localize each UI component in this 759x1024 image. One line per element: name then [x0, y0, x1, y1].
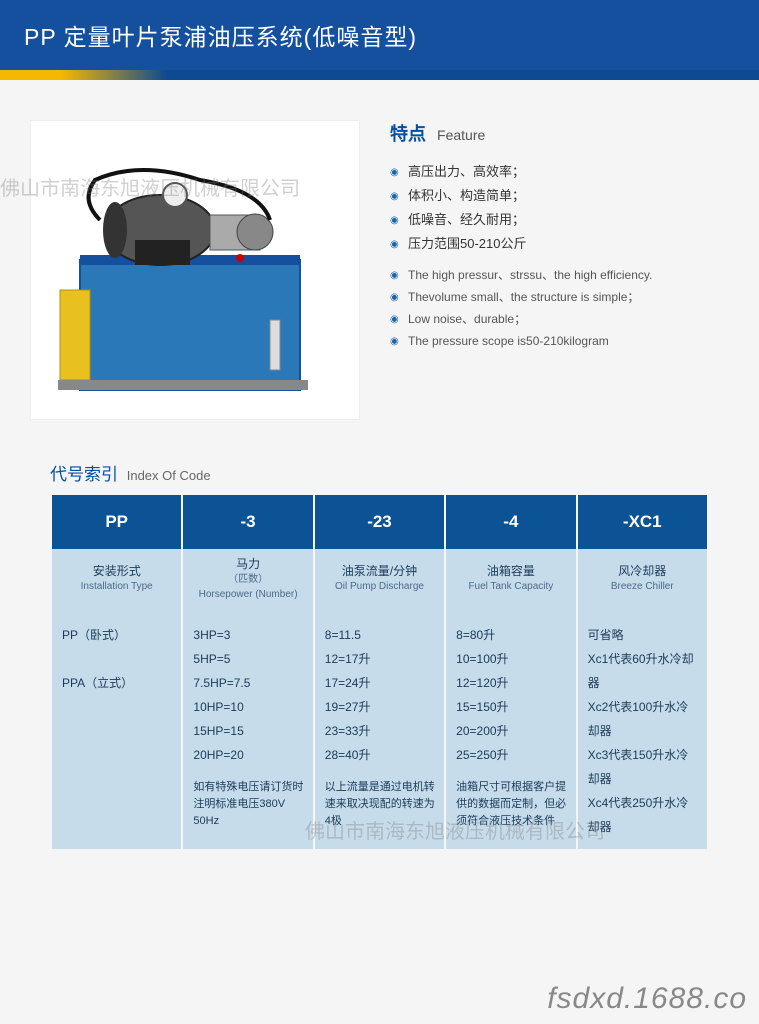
code-head: -4	[446, 495, 575, 549]
pump-illustration	[40, 130, 350, 410]
code-head: -XC1	[578, 495, 707, 549]
feature-item: 高压出力、高效率；	[390, 160, 729, 184]
subhead-cell: 安装形式Installation Type	[52, 549, 181, 609]
feature-item: Low noise、durable；	[390, 308, 729, 330]
body-cell: 可省略Xc1代表60升水冷却器Xc2代表100升水冷却器Xc3代表150升水冷却…	[578, 609, 707, 849]
feature-title: 特点 Feature	[390, 120, 729, 146]
feature-block: 特点 Feature 高压出力、高效率； 体积小、构造简单； 低噪音、经久耐用；…	[360, 120, 729, 420]
code-head: PP	[52, 495, 181, 549]
subhead-cell: 油泵流量/分钟Oil Pump Discharge	[315, 549, 444, 609]
body-row: PP（卧式） PPA（立式） 3HP=35HP=57.5HP=7.510HP=1…	[52, 609, 707, 849]
code-head: -3	[183, 495, 312, 549]
code-head: -23	[315, 495, 444, 549]
code-row: PP -3 -23 -4 -XC1	[52, 495, 707, 549]
index-title-cn: 代号索引	[50, 465, 118, 484]
index-title-en: Index Of Code	[127, 468, 211, 483]
feature-title-cn: 特点	[390, 124, 426, 144]
footer-url: fsdxd.1688.co	[547, 982, 747, 1016]
subhead-row: 安装形式Installation Type 马力（匹数）Horsepower (…	[52, 549, 707, 609]
page-title: PP 定量叶片泵浦油压系统(低噪音型)	[24, 18, 759, 52]
index-title: 代号索引 Index Of Code	[50, 460, 709, 485]
gradient-bar	[0, 70, 759, 80]
subhead-cell: 马力（匹数）Horsepower (Number)	[183, 549, 312, 609]
body-cell: 8=80升10=100升12=120升15=150升20=200升25=250升…	[446, 609, 575, 849]
body-cell: 3HP=35HP=57.5HP=7.510HP=1015HP=1520HP=20…	[183, 609, 312, 849]
feature-list-cn: 高压出力、高效率； 体积小、构造简单； 低噪音、经久耐用； 压力范围50-210…	[390, 160, 729, 256]
top-section: 特点 Feature 高压出力、高效率； 体积小、构造简单； 低噪音、经久耐用；…	[0, 80, 759, 420]
feature-title-en: Feature	[437, 127, 485, 143]
feature-item: 压力范围50-210公斤	[390, 232, 729, 256]
subhead-cell: 油箱容量Fuel Tank Capacity	[446, 549, 575, 609]
index-section: 代号索引 Index Of Code PP -3 -23 -4 -XC1 安装形…	[0, 420, 759, 849]
feature-item: The high pressur、strssu、the high efficie…	[390, 264, 729, 286]
page-header: PP 定量叶片泵浦油压系统(低噪音型)	[0, 0, 759, 70]
feature-list-en: The high pressur、strssu、the high efficie…	[390, 264, 729, 352]
feature-item: The pressure scope is50-210kilogram	[390, 330, 729, 352]
feature-item: 低噪音、经久耐用；	[390, 208, 729, 232]
product-image	[30, 120, 360, 420]
feature-item: Thevolume small、the structure is simple；	[390, 286, 729, 308]
feature-item: 体积小、构造简单；	[390, 184, 729, 208]
body-cell: PP（卧式） PPA（立式）	[52, 609, 181, 849]
code-table: PP -3 -23 -4 -XC1 安装形式Installation Type …	[50, 495, 709, 849]
subhead-cell: 风冷却器Breeze Chiller	[578, 549, 707, 609]
body-cell: 8=11.512=17升17=24升19=27升23=33升28=40升以上流量…	[315, 609, 444, 849]
